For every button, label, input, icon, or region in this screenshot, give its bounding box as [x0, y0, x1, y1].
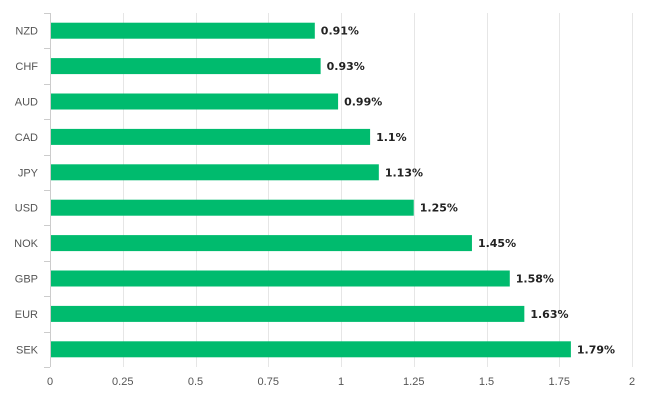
bar-nzd: [51, 22, 315, 39]
data-label-cad: 1.1%: [376, 131, 407, 144]
category-label-usd: USD: [15, 203, 38, 215]
x-tick-label: 1.75: [549, 376, 570, 388]
x-tick-label: 0.75: [258, 376, 279, 388]
bars: [51, 22, 571, 358]
data-label-sek: 1.79%: [577, 343, 615, 356]
x-tick-label: 1: [338, 376, 344, 388]
data-label-jpy: 1.13%: [385, 166, 423, 179]
bar-cad: [51, 128, 371, 145]
x-tick-label: 0.5: [188, 376, 203, 388]
data-label-aud: 0.99%: [344, 96, 382, 109]
category-axis: NZD CHF AUD CAD JPY USD NOK GBP EUR SEK: [14, 13, 50, 368]
category-label-cad: CAD: [15, 132, 38, 144]
data-labels: 0.91% 0.93% 0.99% 1.1% 1.13% 1.25% 1.45% 1.58% 1…: [321, 25, 615, 357]
category-label-jpy: JPY: [18, 167, 39, 179]
value-axis: 0 0.25 0.5 0.75 1 1.25 1.5 1.75 2: [47, 376, 635, 388]
data-label-nok: 1.45%: [478, 237, 516, 250]
bar-eur: [51, 305, 525, 322]
data-label-chf: 0.93%: [327, 60, 365, 73]
data-label-eur: 1.63%: [530, 308, 568, 321]
category-label-nok: NOK: [14, 238, 39, 250]
category-label-sek: SEK: [16, 344, 39, 356]
bar-chf: [51, 58, 321, 75]
bar-sek: [51, 341, 571, 358]
bar-gbp: [51, 270, 510, 287]
bar-jpy: [51, 164, 379, 181]
x-tick-label: 0.25: [112, 376, 133, 388]
data-label-gbp: 1.58%: [516, 273, 554, 286]
category-label-aud: AUD: [15, 97, 38, 109]
category-label-eur: EUR: [15, 309, 38, 321]
category-label-gbp: GBP: [15, 274, 38, 286]
x-tick-label: 0: [47, 376, 53, 388]
bar-aud: [51, 93, 339, 110]
data-label-nzd: 0.91%: [321, 25, 359, 38]
bar-nok: [51, 235, 472, 252]
x-tick-label: 1.5: [479, 376, 494, 388]
x-tick-label: 1.25: [403, 376, 424, 388]
bar-usd: [51, 199, 414, 216]
data-label-usd: 1.25%: [420, 202, 458, 215]
category-label-nzd: NZD: [15, 26, 38, 38]
x-tick-label: 2: [629, 376, 635, 388]
category-label-chf: CHF: [15, 61, 38, 73]
